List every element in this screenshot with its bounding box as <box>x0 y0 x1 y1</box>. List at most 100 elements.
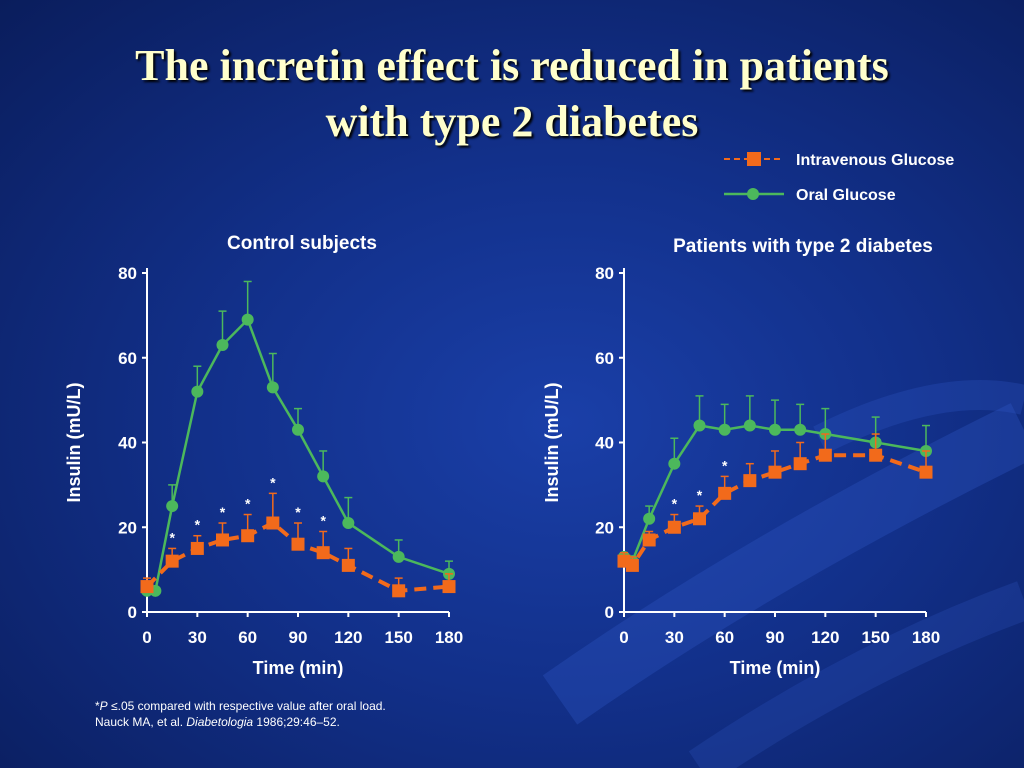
footnote: *P ≤.05 compared with respective value a… <box>95 698 386 730</box>
legend-item-oral: Oral Glucose <box>724 187 896 204</box>
data-point <box>693 419 706 432</box>
y-tick-label: 0 <box>128 603 137 622</box>
y-tick-label: 40 <box>595 434 614 453</box>
x-tick-label: 90 <box>766 628 785 647</box>
x-tick-label: 180 <box>912 628 940 647</box>
data-point <box>625 558 639 572</box>
x-axis-label: Time (min) <box>730 658 821 678</box>
data-point <box>190 541 204 555</box>
x-tick-label: 30 <box>188 628 207 647</box>
series-line <box>623 453 927 568</box>
data-point <box>793 457 807 471</box>
series-line <box>147 317 450 593</box>
legend-item-iv: Intravenous Glucose <box>724 152 954 169</box>
data-point <box>743 419 756 432</box>
x-tick-label: 60 <box>715 628 734 647</box>
citation: Nauck MA, et al. Diabetologia 1986;29:46… <box>95 714 386 730</box>
panel-title: Control subjects <box>227 233 377 254</box>
x-tick-label: 30 <box>665 628 684 647</box>
data-point <box>316 546 330 560</box>
data-point <box>266 381 279 394</box>
data-point <box>341 558 355 572</box>
significance-marker: * <box>245 496 251 512</box>
citation-authors: Nauck MA, et al. <box>95 715 187 729</box>
data-point <box>718 486 732 500</box>
slide-title-line-1: The incretin effect is reduced in patien… <box>135 41 889 90</box>
series-iv <box>140 492 456 598</box>
legend-label: Oral Glucose <box>796 187 896 204</box>
data-point <box>291 537 305 551</box>
y-tick-label: 20 <box>595 518 614 537</box>
data-point <box>392 550 405 563</box>
legend-swatch-marker <box>747 188 759 200</box>
data-point <box>442 580 456 594</box>
data-point <box>292 423 304 436</box>
y-tick-label: 80 <box>595 264 614 283</box>
data-point <box>342 517 355 530</box>
footnote-rest: ≤.05 compared with respective value afte… <box>107 699 386 713</box>
x-tick-label: 120 <box>334 628 362 647</box>
data-point <box>794 423 807 436</box>
significance-marker: * <box>195 517 201 533</box>
data-point <box>266 516 280 530</box>
y-tick-label: 40 <box>118 434 137 453</box>
data-point <box>743 474 757 488</box>
legend: Intravenous Glucose Oral Glucose <box>724 152 954 204</box>
data-point <box>642 533 656 547</box>
data-point <box>165 554 179 568</box>
footnote-star: * <box>95 699 100 713</box>
data-point <box>718 423 731 436</box>
x-tick-label: 0 <box>619 628 628 647</box>
x-axis-label: Time (min) <box>253 658 344 678</box>
y-tick-label: 80 <box>118 264 137 283</box>
data-point <box>166 500 179 513</box>
data-point <box>216 339 229 352</box>
data-point <box>241 529 255 543</box>
data-point <box>693 512 706 526</box>
y-tick-label: 60 <box>118 349 137 368</box>
significance-marker: * <box>169 529 175 545</box>
significance-marker: * <box>722 457 728 473</box>
significance-marker: * <box>270 474 276 490</box>
slide-title-line-2: with type 2 diabetes <box>325 97 699 146</box>
data-point <box>317 470 330 483</box>
x-tick-label: 120 <box>811 628 839 647</box>
y-axis-label: Insulin (mU/L) <box>64 383 84 503</box>
x-tick-label: 150 <box>384 628 412 647</box>
significance-marker: * <box>320 512 326 528</box>
significance-marker: * <box>220 504 226 520</box>
data-point <box>668 457 681 470</box>
data-point <box>241 313 254 326</box>
citation-journal: Diabetologia <box>186 715 254 729</box>
legend-label: Intravenous Glucose <box>796 152 954 169</box>
footnote-p: P <box>99 699 108 713</box>
data-point <box>919 465 933 479</box>
data-point <box>818 448 832 462</box>
series-oral <box>618 395 932 568</box>
data-point <box>191 385 204 398</box>
chart-panel-control: Control subjects 0 20 40 60 80 0 30 60 90 120 150 18… <box>64 233 463 678</box>
legend-swatch-marker <box>747 152 761 166</box>
x-tick-label: 150 <box>861 628 889 647</box>
data-point <box>768 465 782 479</box>
significance-marker: * <box>697 487 703 503</box>
panel-title: Patients with type 2 diabetes <box>673 236 933 257</box>
y-tick-label: 20 <box>118 518 137 537</box>
significance-note: *P ≤.05 compared with respective value a… <box>95 698 386 714</box>
series-iv <box>617 433 933 572</box>
data-point <box>667 520 681 534</box>
significance-marker: * <box>295 504 301 520</box>
data-point <box>643 512 656 525</box>
data-point <box>392 584 406 598</box>
data-point <box>869 448 883 462</box>
y-tick-label: 60 <box>595 349 614 368</box>
x-tick-label: 0 <box>142 628 151 647</box>
slide-title: The incretin effect is reduced in patien… <box>0 38 1024 150</box>
data-point <box>769 423 781 436</box>
significance-marker: * <box>672 496 678 512</box>
data-point <box>140 580 154 594</box>
y-axis-label: Insulin (mU/L) <box>542 383 562 503</box>
data-point <box>216 533 229 547</box>
